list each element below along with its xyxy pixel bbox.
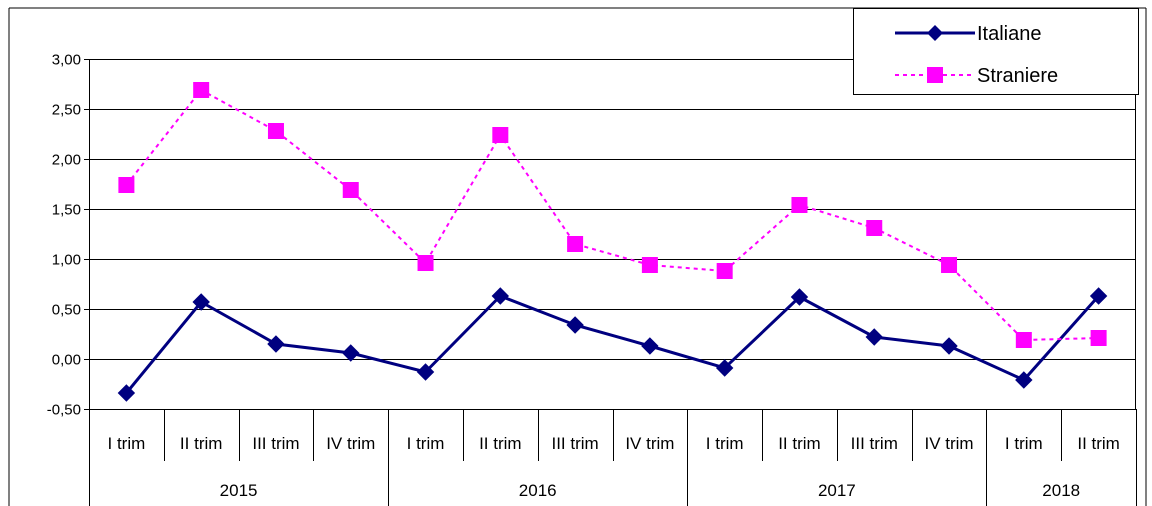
category-label: IV trim (326, 434, 375, 453)
data-point-italiane (566, 316, 584, 334)
category-label: III trim (551, 434, 598, 453)
y-tick-label: 0,50 (52, 302, 81, 319)
series-layer (117, 82, 1108, 402)
y-tick-label: -0,50 (47, 402, 81, 419)
data-point-italiane (267, 335, 285, 353)
axis-layer: 3,00 2,50 2,00 1,50 1,00 0,50 0,00 -0,50 I trim I… (8, 7, 1147, 506)
group-label: 2018 (1042, 481, 1080, 500)
legend-marker-straniere (927, 67, 943, 83)
category-label: II trim (778, 434, 821, 453)
data-point-straniere (342, 182, 359, 198)
data-point-italiane (491, 287, 510, 305)
data-point-straniere (1090, 330, 1107, 346)
category-label: II trim (180, 434, 223, 453)
group-label: 2017 (818, 481, 856, 500)
series-line-italiane (125, 294, 1100, 394)
data-point-italiane (790, 288, 809, 306)
data-point-straniere (716, 263, 733, 279)
data-point-italiane (940, 337, 958, 355)
data-point-straniere (941, 257, 958, 273)
data-point-straniere (267, 123, 284, 139)
category-label: I trim (407, 434, 445, 453)
data-point-italiane (342, 344, 360, 362)
legend: Italiane Straniere (853, 8, 1139, 95)
data-point-italiane (192, 293, 210, 311)
data-point-straniere (567, 236, 584, 252)
grid-layer (89, 59, 1136, 410)
legend-label-italiane: Italiane (977, 23, 1042, 45)
y-tick-label: 1,00 (52, 252, 81, 269)
data-point-straniere (417, 255, 434, 271)
data-point-straniere (118, 177, 135, 193)
legend-box (853, 8, 1139, 95)
category-label: I trim (108, 434, 146, 453)
category-label: II trim (479, 434, 522, 453)
category-label: IV trim (924, 434, 973, 453)
data-point-italiane (865, 328, 883, 346)
data-point-straniere (866, 220, 883, 236)
y-tick-label: 2,50 (52, 102, 81, 119)
legend-marker-italiane (927, 25, 943, 41)
category-label: I trim (706, 434, 744, 453)
category-label: III trim (851, 434, 898, 453)
data-point-italiane (715, 359, 734, 377)
data-point-straniere (641, 257, 658, 273)
category-label: II trim (1077, 434, 1120, 453)
group-label: 2015 (220, 481, 258, 500)
data-point-straniere (193, 82, 210, 98)
y-tick-label: 2,00 (52, 152, 81, 169)
category-label: IV trim (625, 434, 674, 453)
data-point-straniere (791, 197, 808, 213)
data-point-straniere (492, 127, 509, 143)
category-label: III trim (252, 434, 299, 453)
category-label: I trim (1005, 434, 1043, 453)
y-tick-label: 3,00 (52, 52, 81, 69)
data-point-straniere (1015, 332, 1032, 348)
data-point-italiane (1089, 287, 1108, 305)
y-tick-label: 0,00 (52, 352, 81, 369)
data-point-italiane (117, 384, 136, 402)
y-tick-label: 1,50 (52, 202, 81, 219)
legend-label-straniere: Straniere (977, 65, 1058, 87)
data-point-italiane (641, 337, 659, 355)
data-point-italiane (1015, 371, 1033, 389)
group-label: 2016 (519, 481, 557, 500)
data-point-italiane (416, 363, 435, 381)
